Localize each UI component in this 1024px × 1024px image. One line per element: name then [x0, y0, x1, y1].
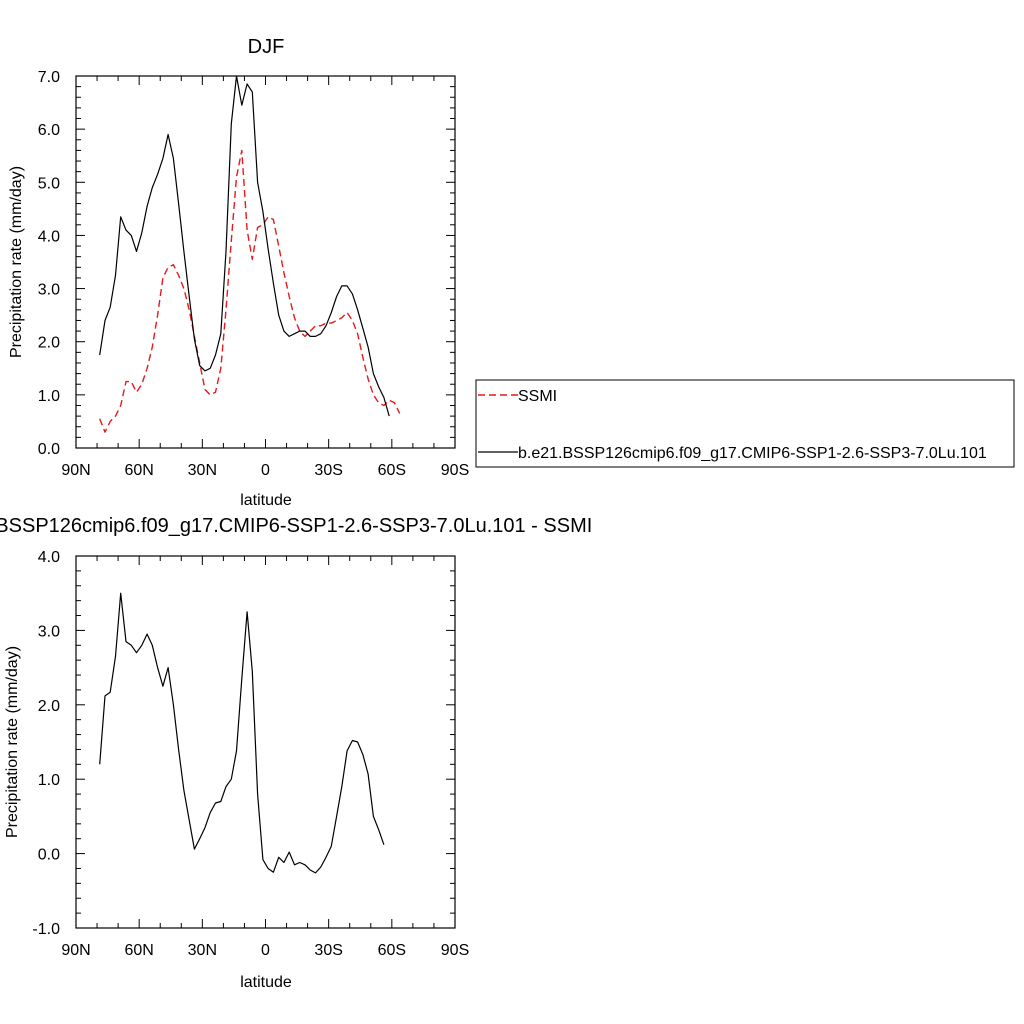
- x-tick-label: 30N: [188, 942, 217, 959]
- x-tick-label: 0: [261, 942, 270, 959]
- y-tick-label: 5.0: [38, 175, 60, 192]
- x-axis-label: latitude: [240, 974, 292, 991]
- legend-label-ssmi: SSMI: [518, 388, 557, 405]
- y-tick-label: 2.0: [38, 335, 60, 352]
- plot-frame: [75, 555, 456, 929]
- y-tick-label: 3.0: [38, 623, 60, 640]
- plot-frame: [75, 75, 456, 449]
- panel-djf: DJF 90N 60N 30N 0 30S 60S 90S 0.0 1.0 2.0 3.0 4.0 5.…: [8, 36, 469, 509]
- legend-box: [475, 379, 1015, 468]
- x-tick-label: 0: [261, 462, 270, 479]
- tick-marks: 90N 60N 30N 0 30S 60S 90S 0.0 1.0 2.0 3.0 4.0 5.0 6.0…: [38, 69, 469, 479]
- y-tick-label: 0.0: [38, 441, 60, 458]
- series-line-0: [99, 592, 385, 874]
- x-tick-label: 90N: [61, 462, 90, 479]
- x-tick-label: 60N: [124, 462, 153, 479]
- y-tick-label: 3.0: [38, 282, 60, 299]
- x-tick-label: 30N: [188, 462, 217, 479]
- y-tick-label: 7.0: [38, 69, 60, 86]
- x-tick-label: 90S: [441, 462, 469, 479]
- x-tick-label: 90N: [61, 942, 90, 959]
- y-axis-label: Precipitation rate (mm/day): [4, 646, 21, 838]
- x-tick-label: 30S: [314, 462, 342, 479]
- y-tick-label: -1.0: [32, 921, 60, 938]
- y-tick-label: 0.0: [38, 847, 60, 864]
- y-tick-label: 6.0: [38, 122, 60, 139]
- series-line-1: [99, 75, 390, 417]
- y-tick-label: 1.0: [38, 772, 60, 789]
- y-tick-label: 1.0: [38, 388, 60, 405]
- series-lines: [99, 592, 385, 874]
- tick-marks: 90N 60N 30N 0 30S 60S 90S -1.0 0.0 1.0 2.0 3.0 4.0: [32, 549, 469, 959]
- x-tick-label: 90S: [441, 942, 469, 959]
- legend: SSMI b.e21.BSSP126cmip6.f09_g17.CMIP6-SS…: [475, 379, 1015, 468]
- series-line-0: [99, 149, 401, 433]
- x-axis-label: latitude: [240, 492, 292, 509]
- x-tick-label: 60N: [124, 942, 153, 959]
- chart-title: DJF: [248, 36, 285, 58]
- x-tick-label: 30S: [314, 942, 342, 959]
- y-tick-label: 4.0: [38, 549, 60, 566]
- x-tick-label: 60S: [378, 942, 406, 959]
- series-lines: [99, 75, 401, 433]
- y-tick-label: 2.0: [38, 698, 60, 715]
- x-tick-label: 60S: [378, 462, 406, 479]
- panel-difference: b.e21.BSSP126cmip6.f09_g17.CMIP6-SSP1-2.…: [0, 515, 592, 991]
- y-axis-label: Precipitation rate (mm/day): [8, 166, 25, 358]
- legend-label-model: b.e21.BSSP126cmip6.f09_g17.CMIP6-SSP1-2.…: [518, 445, 987, 462]
- chart-title: b.e21.BSSP126cmip6.f09_g17.CMIP6-SSP1-2.…: [0, 515, 592, 537]
- y-tick-label: 4.0: [38, 228, 60, 245]
